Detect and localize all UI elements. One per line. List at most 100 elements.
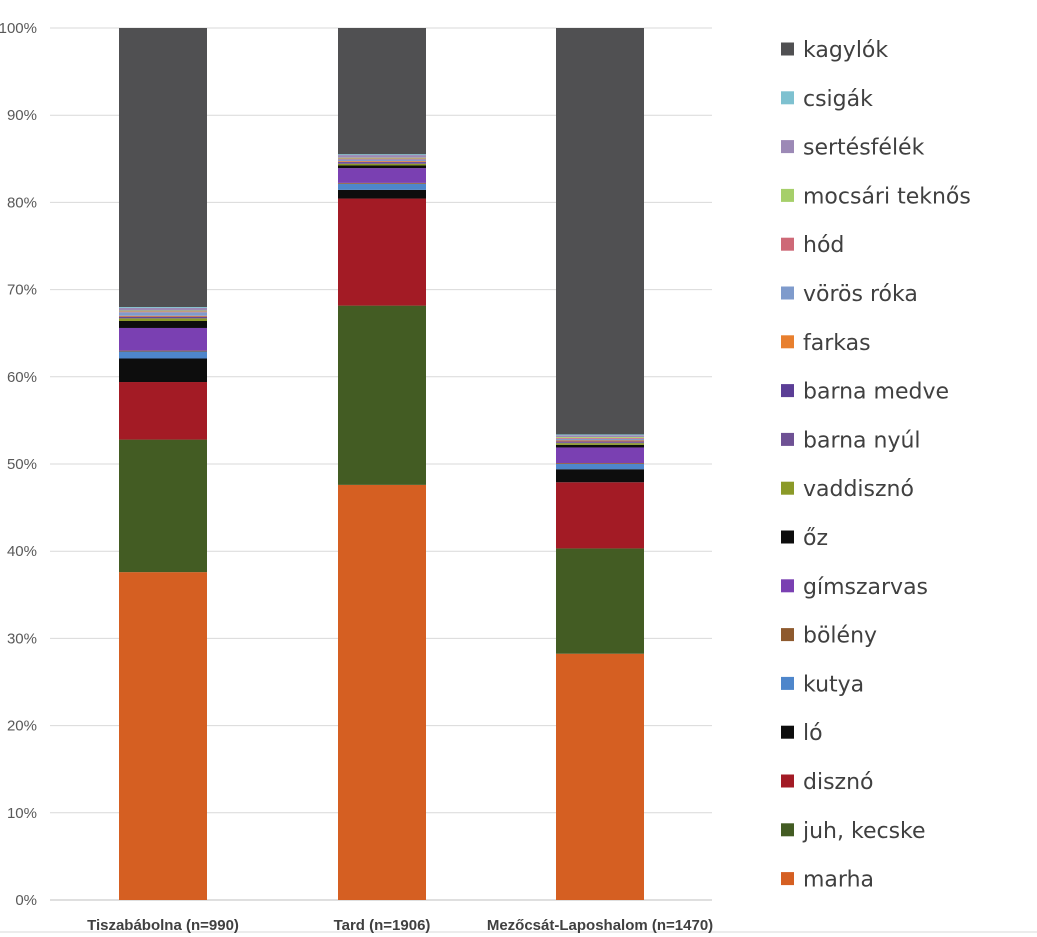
legend-label: vaddisznó bbox=[803, 477, 914, 502]
y-tick-label: 20% bbox=[7, 718, 37, 735]
legend-swatch bbox=[781, 530, 794, 544]
bar-segment bbox=[119, 317, 207, 319]
legend-swatch bbox=[781, 432, 794, 446]
bar-segment bbox=[338, 182, 426, 184]
bar-segment bbox=[556, 443, 644, 445]
legend-label: kagylók bbox=[803, 38, 888, 63]
legend-item: juh, kecske bbox=[781, 819, 926, 844]
legend-label: ló bbox=[803, 721, 823, 746]
bar-segment bbox=[119, 28, 207, 308]
legend-item: barna medve bbox=[781, 380, 949, 405]
bar-segment bbox=[338, 155, 426, 158]
bar-segment bbox=[119, 358, 207, 383]
bar-segment bbox=[119, 318, 207, 321]
legend-item: vörös róka bbox=[781, 282, 918, 307]
legend-item: barna nyúl bbox=[781, 428, 921, 453]
legend-label: barna nyúl bbox=[803, 428, 921, 453]
legend-label: őz bbox=[803, 526, 828, 551]
legend-item: marha bbox=[781, 868, 874, 893]
bar-segment bbox=[338, 162, 426, 163]
bars bbox=[119, 28, 644, 900]
legend-label: barna medve bbox=[803, 380, 949, 405]
bar-segment bbox=[338, 165, 426, 169]
legend-label: kutya bbox=[803, 672, 864, 697]
bar-segment bbox=[556, 440, 644, 442]
x-category-label: Tard (n=1906) bbox=[334, 917, 431, 934]
legend-swatch bbox=[781, 774, 794, 788]
bar-segment bbox=[556, 463, 644, 464]
bar-segment bbox=[119, 312, 207, 316]
legend-label: marha bbox=[803, 868, 874, 893]
bar-segment bbox=[556, 437, 644, 439]
bar-segment bbox=[119, 572, 207, 900]
y-tick-label: 60% bbox=[7, 369, 37, 386]
bar-segment bbox=[119, 307, 207, 311]
bar-segment bbox=[556, 444, 644, 448]
legend-swatch bbox=[781, 91, 794, 105]
bar-segment bbox=[338, 168, 426, 183]
legend-item: ló bbox=[781, 721, 823, 746]
bar-segment bbox=[556, 28, 644, 435]
bar-segment bbox=[556, 434, 644, 436]
y-tick-label: 100% bbox=[0, 20, 37, 37]
bar-segment bbox=[119, 307, 207, 308]
legend-swatch bbox=[781, 676, 794, 690]
bar-segment bbox=[338, 161, 426, 163]
y-tick-label: 90% bbox=[7, 107, 37, 124]
legend-swatch bbox=[781, 188, 794, 202]
legend-label: sertésfélék bbox=[803, 136, 925, 161]
bar-segment bbox=[338, 154, 426, 156]
legend-label: vörös róka bbox=[803, 282, 918, 307]
bar-segment bbox=[119, 310, 207, 312]
legend-label: mocsári teknős bbox=[803, 184, 971, 209]
bar-segment bbox=[338, 183, 426, 190]
legend: kagylók csigák sertésfélék mocsári teknős hó… bbox=[781, 38, 971, 893]
bar-segment bbox=[338, 158, 426, 160]
legend-label: hód bbox=[803, 233, 844, 258]
y-tick-label: 40% bbox=[7, 543, 37, 560]
legend-item: kagylók bbox=[781, 38, 888, 63]
bar-segment bbox=[556, 548, 644, 654]
bar-segment bbox=[119, 316, 207, 318]
legend-label: bölény bbox=[803, 624, 877, 649]
legend-item: gímszarvas bbox=[781, 575, 928, 600]
y-tick-label: 50% bbox=[7, 456, 37, 473]
bar-segment bbox=[556, 435, 644, 438]
x-axis-category-labels: Tiszabábolna (n=990) Tard (n=1906) Mezőcsá… bbox=[87, 917, 713, 934]
x-category-label: Tiszabábolna (n=990) bbox=[87, 917, 239, 934]
bar-segment bbox=[338, 157, 426, 159]
legend-item: csigák bbox=[781, 87, 873, 112]
bar-stack bbox=[119, 28, 207, 900]
legend-item: őz bbox=[781, 526, 828, 551]
y-tick-label: 30% bbox=[7, 630, 37, 647]
legend-label: farkas bbox=[803, 331, 871, 356]
bar-segment bbox=[119, 382, 207, 440]
bar-segment bbox=[556, 441, 644, 443]
legend-swatch bbox=[781, 286, 794, 300]
legend-swatch bbox=[781, 237, 794, 251]
bar-segment bbox=[119, 439, 207, 573]
legend-swatch bbox=[781, 140, 794, 154]
legend-item: bölény bbox=[781, 624, 877, 649]
legend-swatch bbox=[781, 384, 794, 398]
bar-segment bbox=[338, 484, 426, 900]
bar-segment bbox=[556, 447, 644, 464]
bar-segment bbox=[556, 442, 644, 444]
legend-item: mocsári teknős bbox=[781, 184, 971, 209]
legend-item: vaddisznó bbox=[781, 477, 914, 502]
legend-swatch bbox=[781, 628, 794, 642]
legend-item: hód bbox=[781, 233, 844, 258]
x-category-label: Mezőcsát-Laposhalom (n=1470) bbox=[487, 917, 713, 934]
bar-segment bbox=[556, 437, 644, 438]
y-tick-label: 10% bbox=[7, 805, 37, 822]
bar-segment bbox=[119, 327, 207, 351]
bar-segment bbox=[119, 315, 207, 317]
y-tick-label: 80% bbox=[7, 194, 37, 211]
bar-stack bbox=[556, 28, 644, 900]
legend-swatch bbox=[781, 823, 794, 837]
legend-label: juh, kecske bbox=[802, 819, 926, 844]
legend-label: disznó bbox=[803, 770, 874, 795]
legend-swatch bbox=[781, 335, 794, 349]
bar-segment bbox=[119, 351, 207, 359]
bar-segment bbox=[119, 350, 207, 352]
